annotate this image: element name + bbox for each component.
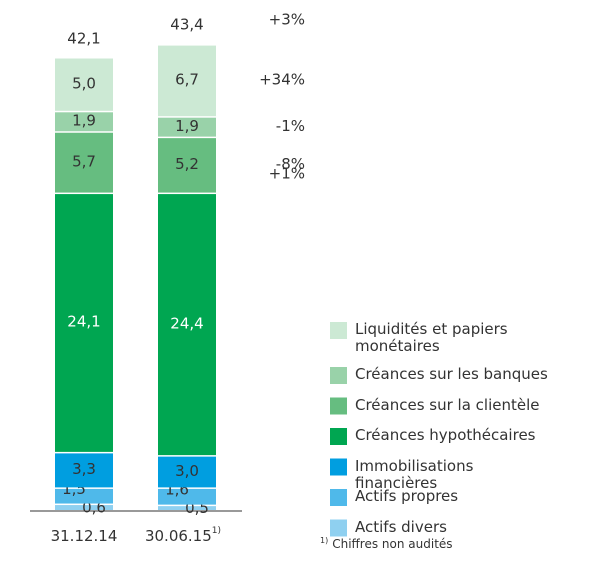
- change-label: +34%: [259, 71, 305, 89]
- value-label: 24,1: [67, 313, 100, 331]
- legend-item: Créances sur les banques: [355, 366, 548, 383]
- legend-label: Liquidités et papiers monétaires: [355, 321, 508, 355]
- bar-segment: [158, 488, 216, 505]
- value-label: 3,3: [72, 460, 96, 478]
- bar-segment: [55, 453, 113, 488]
- bar-segment: [55, 58, 113, 111]
- legend-swatch: [330, 489, 347, 506]
- legend-label: Créances hypothécaires: [355, 427, 536, 444]
- legend-label: Actifs propres: [355, 488, 459, 505]
- legend-label: Immobilisations financières: [355, 457, 474, 492]
- bar-segment: [55, 112, 113, 132]
- legend-item: Actifs propres: [355, 488, 459, 505]
- change-label: +1%: [269, 164, 305, 182]
- value-label: 1,9: [72, 112, 96, 130]
- value-label: 5,7: [72, 152, 96, 170]
- category: 30.06.15: [145, 527, 212, 545]
- value-label: 5,0: [72, 74, 96, 92]
- value-label: 6,7: [175, 71, 199, 89]
- value-label: 1,9: [175, 117, 199, 135]
- x-tick-label: 30.06.151): [145, 526, 221, 545]
- change-label: -8%: [276, 155, 305, 173]
- legend-item: Créances hypothécaires: [355, 427, 536, 444]
- total-label: 42,1: [67, 30, 100, 48]
- bar-segment: [55, 488, 113, 504]
- value-label: 3,0: [175, 462, 199, 480]
- category: 31.12.14: [51, 527, 118, 545]
- footnote-mark: 1): [320, 536, 328, 545]
- x-tick-label: 31.12.14: [51, 527, 118, 545]
- legend-swatch: [330, 458, 347, 476]
- footnote-mark: 1): [212, 526, 221, 536]
- bar-segment: [158, 117, 216, 137]
- total-change-label: +3%: [269, 11, 305, 29]
- legend-item: Créances sur la clientèle: [355, 396, 540, 414]
- legend-swatch: [330, 428, 347, 445]
- change-label: -1%: [276, 117, 305, 135]
- legend-label: Actifs divers: [355, 518, 447, 536]
- legend-item: Actifs divers: [355, 518, 447, 536]
- bar-segment: [158, 456, 216, 488]
- bar-segment: [158, 45, 216, 117]
- value-label: 5,2: [175, 155, 199, 173]
- value-label: 24,4: [170, 314, 203, 332]
- legend-label: Créances sur les banques: [355, 366, 548, 383]
- bar-segment: [158, 138, 216, 193]
- legend-swatch: [330, 367, 347, 384]
- footnote-text: Chiffres non audités: [332, 537, 452, 551]
- bar-segment: [55, 194, 113, 452]
- footnote: 1) Chiffres non audités: [320, 536, 453, 551]
- bar-segment: [158, 506, 216, 510]
- total-label: 43,4: [170, 16, 203, 34]
- bar-segment: [158, 194, 216, 456]
- legend-swatch: [330, 397, 347, 415]
- legend-label: Créances sur la clientèle: [355, 396, 540, 414]
- legend-swatch: [330, 519, 347, 537]
- bar-segment: [55, 132, 113, 193]
- legend-swatch: [330, 322, 347, 339]
- legend-item: Immobilisations financières: [355, 457, 474, 492]
- bar-segment: [55, 505, 113, 510]
- legend-item: Liquidités et papiers monétaires: [355, 321, 508, 355]
